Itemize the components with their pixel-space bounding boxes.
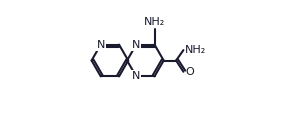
Text: N: N [97, 40, 105, 50]
Text: NH₂: NH₂ [185, 45, 206, 55]
Text: N: N [132, 40, 140, 50]
Text: N: N [132, 71, 140, 81]
Text: NH₂: NH₂ [144, 17, 165, 27]
Text: O: O [185, 67, 194, 77]
